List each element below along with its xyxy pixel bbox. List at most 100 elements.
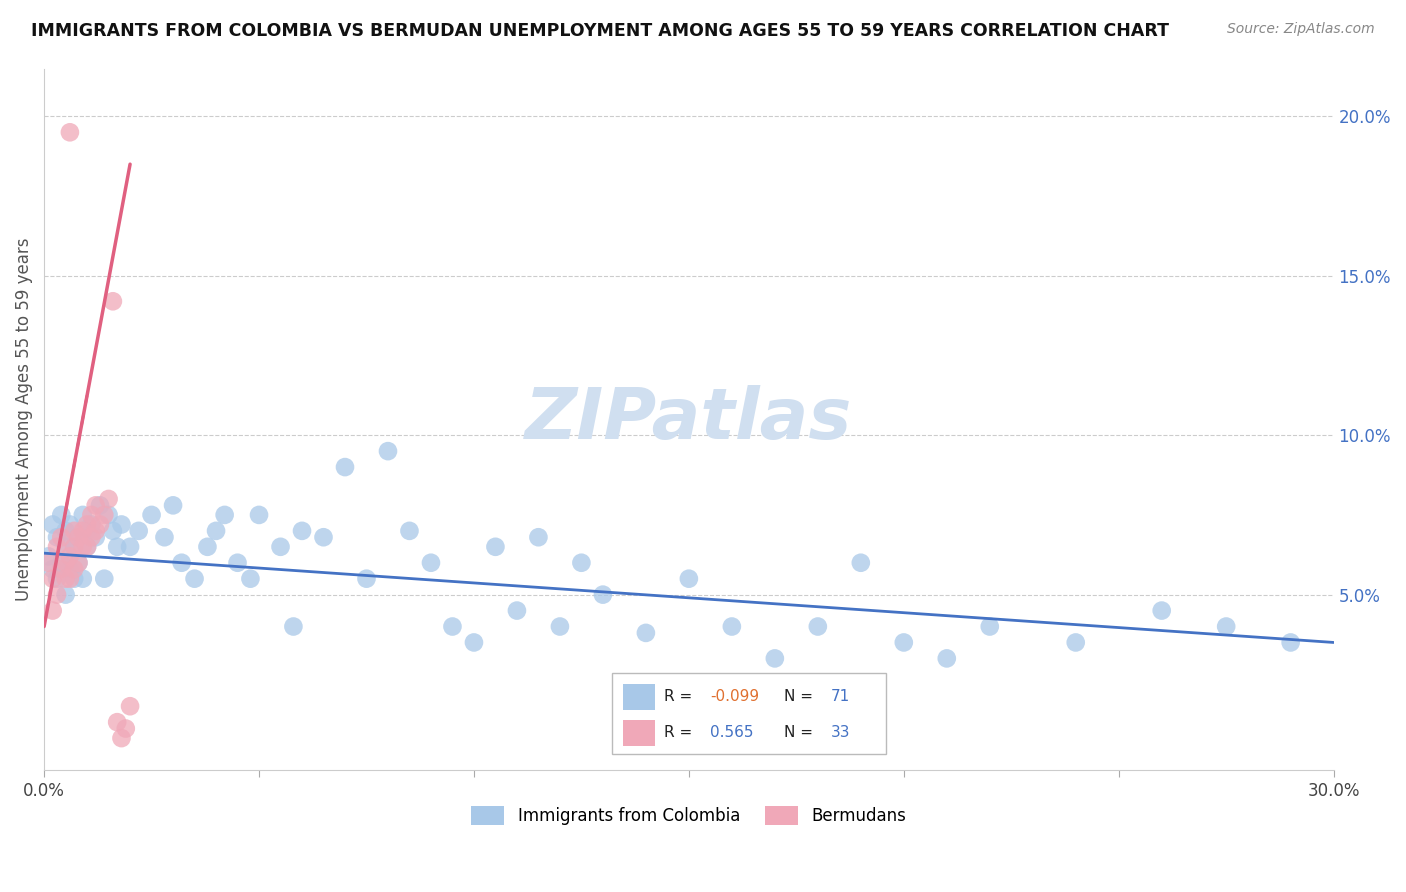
Point xyxy=(105,715,128,730)
Point xyxy=(51,562,73,576)
Text: Source: ZipAtlas.com: Source: ZipAtlas.com xyxy=(1227,22,1375,37)
Point xyxy=(935,651,957,665)
Point xyxy=(37,556,59,570)
Point xyxy=(76,540,98,554)
Point xyxy=(1215,619,1237,633)
Text: -0.099: -0.099 xyxy=(710,690,759,705)
Point xyxy=(72,572,94,586)
Point xyxy=(93,572,115,586)
Point xyxy=(1279,635,1302,649)
Point xyxy=(46,540,69,554)
Text: R =: R = xyxy=(664,690,697,705)
Point xyxy=(1150,603,1173,617)
Legend: Immigrants from Colombia, Bermudans: Immigrants from Colombia, Bermudans xyxy=(471,805,907,825)
Point xyxy=(46,588,69,602)
Point xyxy=(72,524,94,538)
Point xyxy=(67,530,90,544)
Point xyxy=(55,556,77,570)
Point xyxy=(63,572,86,586)
Point xyxy=(153,530,176,544)
Point xyxy=(571,556,593,570)
Point xyxy=(420,556,443,570)
Point xyxy=(84,524,107,538)
Point xyxy=(463,635,485,649)
Point xyxy=(63,562,86,576)
Point xyxy=(247,508,270,522)
Point xyxy=(398,524,420,538)
Bar xyxy=(623,684,655,710)
Point xyxy=(205,524,228,538)
Point xyxy=(356,572,378,586)
Point xyxy=(59,549,82,564)
Point xyxy=(678,572,700,586)
Point xyxy=(84,499,107,513)
Point xyxy=(67,530,90,544)
Point xyxy=(114,722,136,736)
Point xyxy=(226,556,249,570)
Point xyxy=(979,619,1001,633)
Point xyxy=(97,508,120,522)
Point xyxy=(283,619,305,633)
Text: 71: 71 xyxy=(831,690,851,705)
Point xyxy=(634,626,657,640)
Point xyxy=(59,572,82,586)
Point xyxy=(93,508,115,522)
Point xyxy=(72,540,94,554)
Text: IMMIGRANTS FROM COLOMBIA VS BERMUDAN UNEMPLOYMENT AMONG AGES 55 TO 59 YEARS CORR: IMMIGRANTS FROM COLOMBIA VS BERMUDAN UNE… xyxy=(31,22,1168,40)
Point xyxy=(67,556,90,570)
Point xyxy=(97,491,120,506)
Point xyxy=(527,530,550,544)
Point xyxy=(162,499,184,513)
Point xyxy=(548,619,571,633)
Point xyxy=(76,517,98,532)
Point xyxy=(41,572,63,586)
Point xyxy=(312,530,335,544)
Point xyxy=(592,588,614,602)
Point xyxy=(333,460,356,475)
Text: N =: N = xyxy=(785,725,818,740)
Point xyxy=(101,524,124,538)
Point xyxy=(41,562,63,576)
Point xyxy=(105,540,128,554)
Point xyxy=(214,508,236,522)
Point xyxy=(1064,635,1087,649)
Y-axis label: Unemployment Among Ages 55 to 59 years: Unemployment Among Ages 55 to 59 years xyxy=(15,237,32,601)
Point xyxy=(197,540,219,554)
Point xyxy=(170,556,193,570)
Bar xyxy=(623,720,655,746)
Point xyxy=(377,444,399,458)
Point xyxy=(46,572,69,586)
Point xyxy=(59,517,82,532)
Point xyxy=(55,588,77,602)
Point xyxy=(120,699,142,714)
Point xyxy=(89,499,111,513)
Point xyxy=(141,508,163,522)
Point xyxy=(51,508,73,522)
Point xyxy=(441,619,464,633)
Point xyxy=(63,540,86,554)
Point xyxy=(128,524,150,538)
Point xyxy=(84,530,107,544)
Point xyxy=(89,517,111,532)
Point xyxy=(55,572,77,586)
Point xyxy=(67,556,90,570)
Point xyxy=(76,524,98,538)
Point xyxy=(239,572,262,586)
Point xyxy=(59,125,82,139)
Point xyxy=(110,731,132,745)
Text: 33: 33 xyxy=(831,725,851,740)
Point xyxy=(80,517,103,532)
Point xyxy=(76,540,98,554)
Point xyxy=(46,530,69,544)
Point xyxy=(484,540,506,554)
Point xyxy=(763,651,786,665)
Point xyxy=(80,530,103,544)
Point xyxy=(110,517,132,532)
Point xyxy=(120,540,142,554)
Point xyxy=(63,524,86,538)
Text: R =: R = xyxy=(664,725,697,740)
Point xyxy=(849,556,872,570)
Point xyxy=(183,572,205,586)
Point xyxy=(291,524,314,538)
Text: N =: N = xyxy=(785,690,818,705)
